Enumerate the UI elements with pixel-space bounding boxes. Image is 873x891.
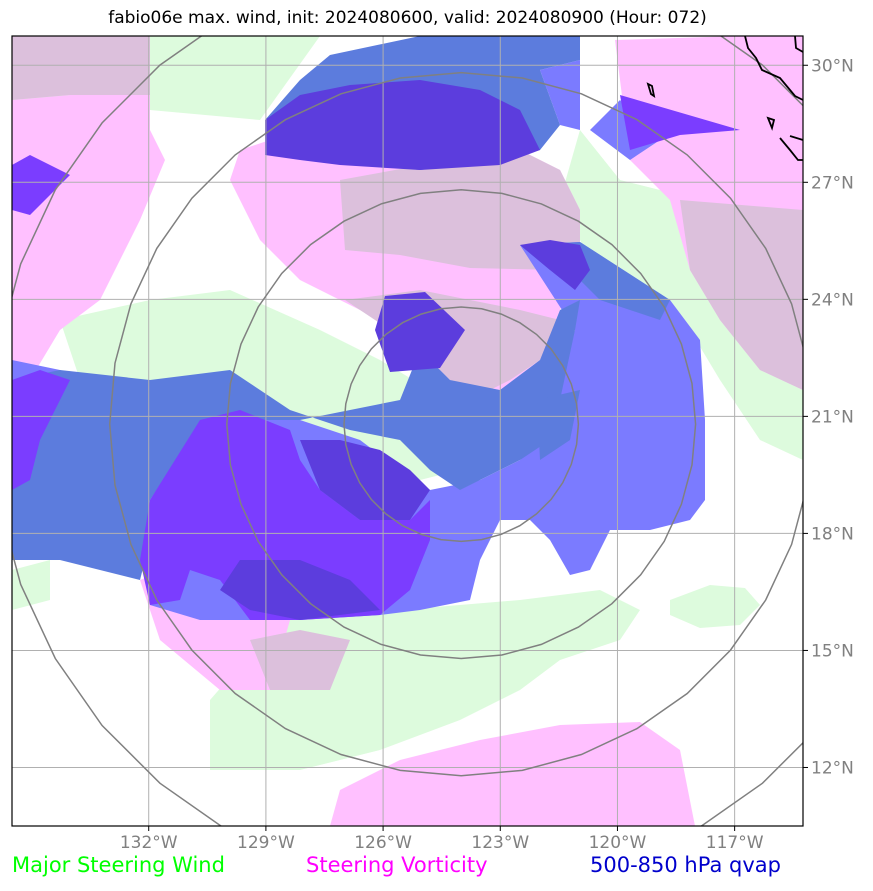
legend-steering-vorticity: Steering Vorticity — [306, 853, 488, 877]
legend-steering-wind: Major Steering Wind — [12, 853, 225, 877]
coastline — [646, 35, 804, 161]
map-title: fabio06e max. wind, init: 2024080600, va… — [108, 8, 707, 28]
x-tick-label: 132°W — [120, 833, 178, 853]
y-tick-label: 24°N — [811, 290, 854, 310]
map-frame — [11, 35, 804, 827]
graticule — [12, 36, 803, 826]
x-tick-label: 123°W — [471, 833, 529, 853]
latitude-ticks: 30°N 27°N 24°N 21°N 18°N 15°N 12°N — [803, 56, 854, 778]
y-tick-label: 12°N — [811, 758, 854, 778]
range-ring — [108, 71, 803, 777]
longitude-ticks: 132°W 129°W 126°W 123°W 120°W 117°W — [120, 826, 764, 853]
x-tick-label: 120°W — [589, 833, 647, 853]
x-tick-label: 129°W — [237, 833, 295, 853]
y-tick-label: 15°N — [811, 641, 854, 661]
qvap-darkest-fill — [220, 80, 590, 620]
x-tick-label: 117°W — [706, 833, 764, 853]
y-tick-label: 30°N — [811, 56, 854, 76]
legend-qvap: 500-850 hPa qvap — [590, 853, 781, 877]
y-tick-label: 21°N — [811, 407, 854, 427]
range-ring — [226, 189, 697, 660]
y-tick-label: 18°N — [811, 524, 854, 544]
qvap-dark-fill — [12, 95, 740, 620]
range-ring — [343, 306, 580, 543]
x-tick-label: 126°W — [354, 833, 412, 853]
y-tick-label: 27°N — [811, 173, 854, 193]
